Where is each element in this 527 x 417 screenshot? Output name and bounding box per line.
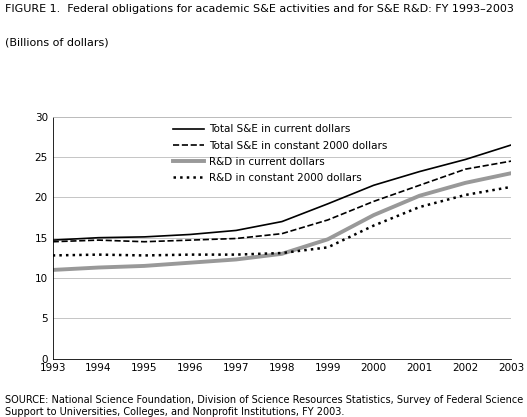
Text: (Billions of dollars): (Billions of dollars) <box>5 38 109 48</box>
Legend: Total S&E in current dollars, Total S&E in constant 2000 dollars, R&D in current: Total S&E in current dollars, Total S&E … <box>172 124 387 183</box>
Text: FIGURE 1.  Federal obligations for academic S&E activities and for S&E R&D: FY 1: FIGURE 1. Federal obligations for academ… <box>5 4 514 14</box>
Text: SOURCE: National Science Foundation, Division of Science Resources Statistics, S: SOURCE: National Science Foundation, Div… <box>5 395 527 417</box>
